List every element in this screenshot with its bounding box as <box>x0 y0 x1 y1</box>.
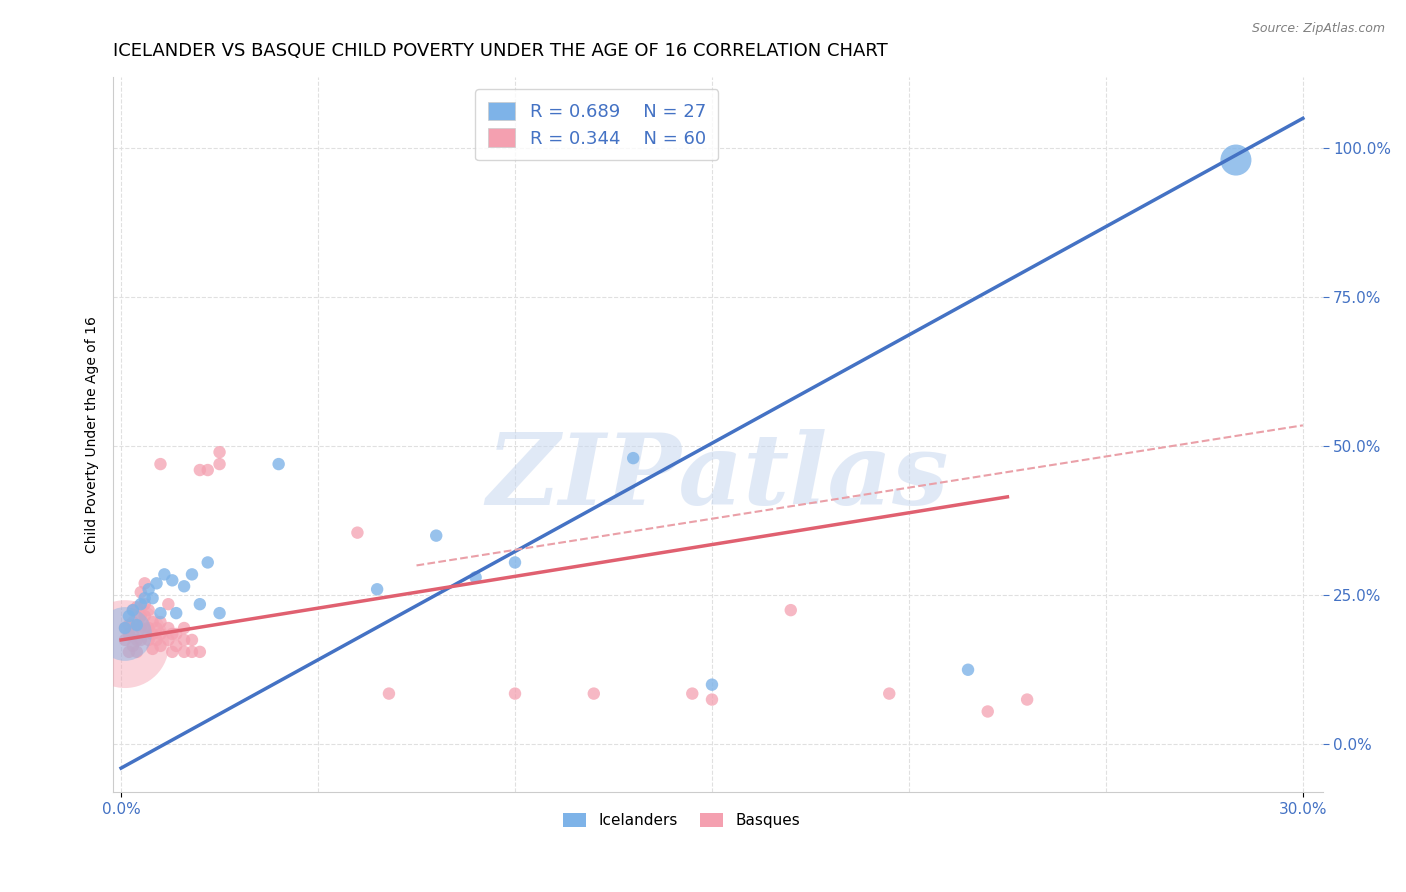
Point <box>138 603 160 617</box>
Point <box>165 639 187 653</box>
Point <box>142 627 165 641</box>
Point <box>118 618 141 632</box>
Point <box>503 687 526 701</box>
Point <box>1225 153 1247 167</box>
Point <box>157 597 180 611</box>
Point <box>114 632 136 647</box>
Point <box>503 556 526 570</box>
Point <box>138 621 160 635</box>
Point <box>700 692 723 706</box>
Point <box>134 609 156 624</box>
Point <box>149 606 172 620</box>
Point <box>149 639 172 653</box>
Point <box>142 615 165 629</box>
Point <box>149 615 172 629</box>
Point <box>173 632 195 647</box>
Point <box>114 627 136 641</box>
Text: Source: ZipAtlas.com: Source: ZipAtlas.com <box>1251 22 1385 36</box>
Point <box>134 597 156 611</box>
Point <box>122 627 145 641</box>
Point <box>118 627 141 641</box>
Point <box>134 621 156 635</box>
Point <box>346 525 368 540</box>
Point <box>142 641 165 656</box>
Point <box>145 632 167 647</box>
Legend: Icelanders, Basques: Icelanders, Basques <box>557 806 807 834</box>
Point <box>142 591 165 606</box>
Point <box>977 705 1000 719</box>
Point <box>122 603 145 617</box>
Point <box>181 567 204 582</box>
Point <box>122 603 145 617</box>
Point <box>208 606 231 620</box>
Point <box>181 645 204 659</box>
Point <box>118 609 141 624</box>
Point <box>114 637 136 651</box>
Y-axis label: Child Poverty Under the Age of 16: Child Poverty Under the Age of 16 <box>86 316 100 553</box>
Point <box>145 621 167 635</box>
Point <box>149 627 172 641</box>
Point <box>197 463 219 477</box>
Point <box>188 463 211 477</box>
Point <box>877 687 900 701</box>
Text: ICELANDER VS BASQUE CHILD POVERTY UNDER THE AGE OF 16 CORRELATION CHART: ICELANDER VS BASQUE CHILD POVERTY UNDER … <box>114 42 889 60</box>
Point <box>157 632 180 647</box>
Point <box>165 627 187 641</box>
Point <box>134 591 156 606</box>
Point <box>149 457 172 471</box>
Point <box>208 457 231 471</box>
Point <box>138 582 160 597</box>
Point <box>118 645 141 659</box>
Point <box>681 687 703 701</box>
Point <box>129 632 152 647</box>
Point <box>464 570 486 584</box>
Point <box>129 585 152 599</box>
Point <box>157 621 180 635</box>
Point <box>173 579 195 593</box>
Point <box>129 621 152 635</box>
Point <box>162 645 184 659</box>
Point <box>129 609 152 624</box>
Point <box>114 621 136 635</box>
Point <box>197 556 219 570</box>
Point <box>145 576 167 591</box>
Point <box>1017 692 1039 706</box>
Point <box>125 618 148 632</box>
Point <box>181 632 204 647</box>
Point <box>125 632 148 647</box>
Point <box>129 597 152 611</box>
Point <box>188 597 211 611</box>
Point <box>134 576 156 591</box>
Point <box>208 445 231 459</box>
Point <box>267 457 290 471</box>
Point <box>425 528 447 542</box>
Point <box>188 645 211 659</box>
Point <box>700 678 723 692</box>
Point <box>162 627 184 641</box>
Point <box>173 621 195 635</box>
Point <box>125 618 148 632</box>
Point <box>621 451 644 466</box>
Point <box>165 606 187 620</box>
Point <box>173 645 195 659</box>
Point <box>114 621 136 635</box>
Point <box>125 600 148 615</box>
Point <box>162 574 184 588</box>
Point <box>957 663 980 677</box>
Point <box>779 603 801 617</box>
Point <box>138 632 160 647</box>
Point <box>153 567 176 582</box>
Point <box>378 687 401 701</box>
Point <box>122 615 145 629</box>
Text: ZIPatlas: ZIPatlas <box>486 429 949 525</box>
Point <box>125 645 148 659</box>
Point <box>582 687 605 701</box>
Point <box>366 582 388 597</box>
Point <box>122 639 145 653</box>
